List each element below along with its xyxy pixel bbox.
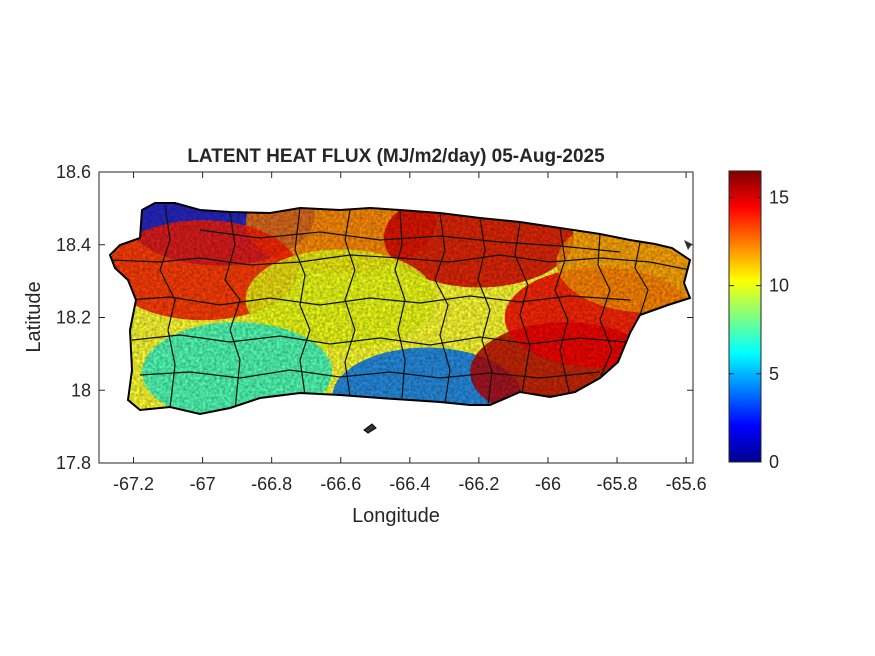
- x-axis: -67.2 -67 -66.8 -66.6 -66.4 -66.2 -66 -65.8 -65.…: [113, 172, 707, 494]
- y-tick-label: 18.6: [56, 162, 91, 182]
- y-tick-label: 18: [71, 380, 91, 400]
- x-tick-label: -65.6: [666, 474, 707, 494]
- colorbar-tick-label: 10: [769, 276, 789, 296]
- x-axis-title: Longitude: [352, 505, 440, 527]
- colorbar: [728, 170, 762, 463]
- y-axis-title: Latitude: [23, 281, 45, 352]
- x-tick-label: -66.8: [251, 474, 292, 494]
- colorbar-tick-label: 5: [769, 364, 779, 384]
- colorbar-ticks: 0 5 10 15: [729, 187, 789, 472]
- colorbar-tick-label: 0: [769, 452, 779, 472]
- colorbar-tick-label: 15: [769, 187, 789, 207]
- chart-title: LATENT HEAT FLUX (MJ/m2/day) 05-Aug-2025: [187, 146, 605, 167]
- x-tick-label: -66.4: [389, 474, 430, 494]
- x-tick-label: -66.6: [320, 474, 361, 494]
- x-tick-label: -66.2: [458, 474, 499, 494]
- x-tick-label: -66: [535, 474, 561, 494]
- y-tick-label: 18.2: [56, 308, 91, 328]
- y-tick-label: 18.4: [56, 235, 91, 255]
- x-tick-label: -65.8: [597, 474, 638, 494]
- y-axis: 17.8 18 18.2 18.4 18.6: [56, 162, 693, 473]
- caja-de-muertos-island: [363, 423, 377, 434]
- x-tick-label: -67.2: [113, 474, 154, 494]
- municipality-boundaries: [110, 204, 690, 411]
- y-tick-label: 17.8: [56, 453, 91, 473]
- x-tick-label: -67: [190, 474, 216, 494]
